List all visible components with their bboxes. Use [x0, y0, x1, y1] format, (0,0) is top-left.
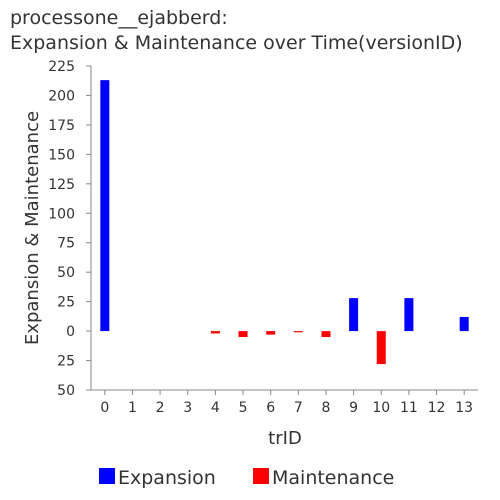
x-tick-label: 4	[211, 400, 220, 416]
expansion-bar	[349, 298, 359, 332]
maintenance-legend-swatch	[253, 468, 269, 484]
legend: Expansion Maintenance	[99, 467, 394, 489]
chart-title: processone__ejabberd:	[10, 7, 228, 29]
maintenance-bar	[321, 331, 331, 337]
expansion-legend-swatch	[99, 468, 115, 484]
chart-title-block: processone__ejabberd: Expansion & Mainte…	[10, 6, 463, 56]
y-tick-label: 0	[66, 324, 75, 340]
y-tick-label: 200	[48, 88, 75, 104]
maintenance-bar	[293, 331, 303, 333]
x-tick-label: 3	[183, 400, 192, 416]
y-tick-label: 225	[48, 59, 75, 75]
y-tick-label: 75	[57, 236, 75, 252]
x-tick-label: 6	[266, 400, 275, 416]
y-tick-label: 25	[57, 295, 75, 311]
x-tick-label: 11	[400, 400, 418, 416]
maintenance-bar	[210, 331, 220, 334]
y-tick-label: 175	[48, 118, 75, 134]
y-tick-label: 100	[48, 206, 75, 222]
x-tick-label: 7	[294, 400, 303, 416]
y-tick-label: 25	[57, 354, 75, 370]
expansion-bar	[459, 316, 469, 332]
y-tick-label: 125	[48, 177, 75, 193]
x-tick-label: 5	[239, 400, 248, 416]
x-tick-label: 12	[428, 400, 446, 416]
x-tick-label: 9	[349, 400, 358, 416]
maintenance-bar	[376, 331, 386, 365]
x-tick-label: 1	[128, 400, 137, 416]
expansion-legend-label: Expansion	[118, 467, 216, 489]
bars	[100, 80, 469, 365]
y-axis: 50 25 0 25 50 75 100 125 150 175 200 225	[48, 59, 92, 399]
x-tick-label: 13	[455, 400, 473, 416]
expansion-bar	[404, 298, 414, 332]
chart-subtitle: Expansion & Maintenance over Time(versio…	[10, 32, 463, 54]
x-tick-label: 0	[100, 400, 109, 416]
x-tick-label: 10	[372, 400, 390, 416]
maintenance-bar	[238, 331, 248, 337]
y-axis-title: Expansion & Maintenance	[22, 111, 43, 345]
x-axis: 0 1 2 3 4 5 6 7 8 9 10 11 12 13	[91, 389, 478, 416]
x-axis-title: trID	[268, 428, 302, 449]
y-tick-label: 50	[57, 265, 75, 281]
x-tick-label: 8	[322, 400, 331, 416]
maintenance-bar	[266, 331, 276, 335]
y-tick-label: 150	[48, 147, 75, 163]
expansion-bar	[100, 80, 110, 332]
maintenance-legend-label: Maintenance	[272, 467, 394, 489]
x-tick-label: 2	[156, 400, 165, 416]
y-tick-label: 50	[57, 383, 75, 399]
